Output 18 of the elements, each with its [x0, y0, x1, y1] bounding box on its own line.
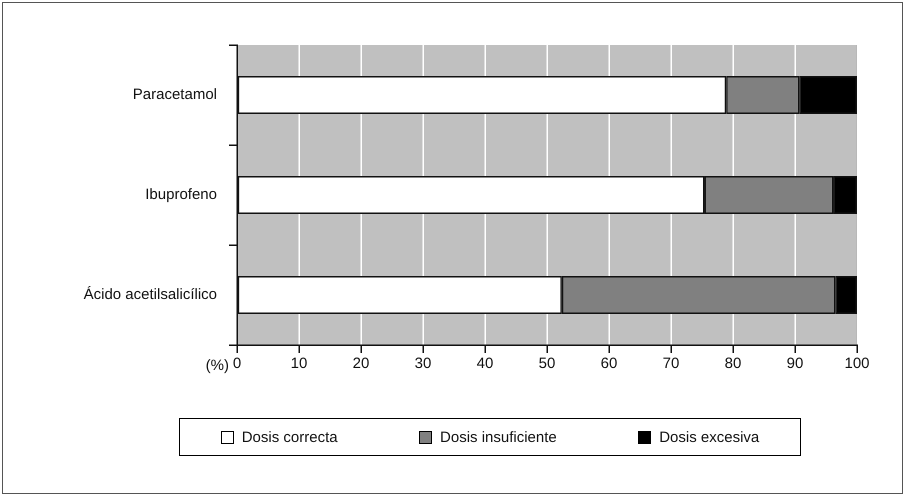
y-tick-label: Ibuprofeno — [145, 186, 217, 204]
x-tick-label: 90 — [786, 355, 804, 372]
y-tick-label: Paracetamol — [132, 86, 217, 104]
y-tick-label: Ácido acetilsalicílico — [84, 285, 217, 304]
x-tick-label: 70 — [662, 355, 680, 372]
x-tick-label: 100 — [844, 355, 870, 372]
x-tick-label: 80 — [724, 355, 742, 372]
x-tick-label: 60 — [600, 355, 618, 372]
x-tick-label: 20 — [352, 355, 370, 372]
legend-label: Dosis excesiva — [659, 428, 760, 446]
x-axis-title: (%) — [206, 357, 230, 374]
legend-label: Dosis insuficiente — [440, 428, 557, 446]
x-tick-label: 50 — [538, 355, 556, 372]
x-tick-label: 30 — [414, 355, 432, 372]
x-tick-label: 0 — [232, 355, 242, 372]
x-tick-label: 10 — [290, 355, 308, 372]
legend-label: Dosis correcta — [242, 428, 338, 446]
x-tick-label: 40 — [476, 355, 494, 372]
